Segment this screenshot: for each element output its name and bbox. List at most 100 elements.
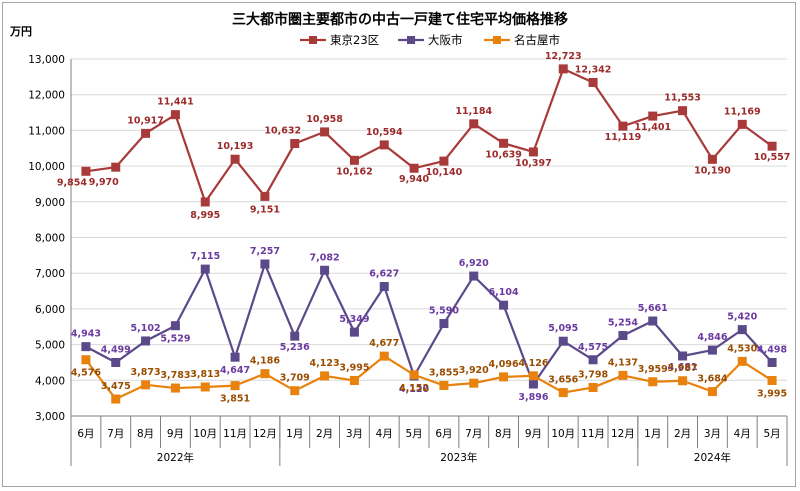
data-point-tokyo [737,119,747,129]
x-tick-label: 8月 [495,428,512,440]
data-point-tokyo [707,154,717,164]
y-tick-label: 3,000 [35,411,65,423]
data-point-tokyo [618,121,628,131]
data-point-osaka [558,336,568,346]
series-osaka [81,259,777,389]
legend-marker-osaka [407,36,415,44]
data-label-nagoya: 4,576 [71,368,101,379]
data-label-tokyo: 10,190 [694,165,731,176]
data-label-osaka: 6,920 [459,258,489,269]
data-point-osaka [678,351,688,361]
data-point-nagoya [737,356,747,366]
data-point-tokyo [528,147,538,157]
y-tick-label: 5,000 [35,340,65,352]
legend-marker-tokyo [309,36,317,44]
data-label-osaka: 4,120 [399,384,429,395]
data-label-nagoya: 4,137 [608,357,638,368]
y-tick-label: 12,000 [28,90,65,102]
data-label-osaka: 5,529 [160,334,190,345]
data-label-tokyo: 11,441 [157,97,194,108]
series-line-osaka [85,262,773,386]
data-point-tokyo [678,106,688,116]
chart-title: 三大都市圏主要都市の中古一戸建て住宅平均価格推移 [232,11,568,28]
x-tick-label: 4月 [734,428,751,440]
data-label-nagoya: 3,709 [280,373,310,384]
data-label-nagoya: 3,783 [160,370,190,381]
year-label: 2024年 [694,451,731,464]
data-label-osaka: 5,661 [638,303,668,314]
data-point-nagoya [170,383,180,393]
data-label-tokyo: 9,854 [57,177,87,188]
data-point-tokyo [499,138,509,148]
data-label-tokyo: 11,169 [724,106,761,117]
gridlines [71,58,787,417]
data-point-nagoya [200,382,210,392]
data-label-nagoya: 3,855 [429,367,459,378]
data-label-tokyo: 8,995 [190,210,220,221]
data-point-osaka [200,264,210,274]
data-label-tokyo: 10,162 [336,166,373,177]
data-label-osaka: 5,349 [339,314,369,325]
data-label-osaka: 7,082 [310,252,340,263]
legend: 東京23区 大阪市 名古屋市 [300,33,560,47]
data-label-tokyo: 11,184 [455,106,492,117]
x-tick-label: 6月 [435,428,452,440]
data-label-tokyo: 12,723 [545,51,582,62]
data-point-tokyo [230,154,240,164]
y-tick-label: 9,000 [35,197,65,209]
x-tick-label: 5月 [763,428,780,440]
data-point-tokyo [320,127,330,137]
data-label-nagoya: 3,920 [459,365,489,376]
data-point-nagoya [111,394,121,404]
y-tick-label: 8,000 [35,233,65,245]
data-label-osaka: 5,590 [429,306,459,317]
data-point-nagoya [409,370,419,380]
x-tick-label: 1月 [644,428,661,440]
data-point-nagoya [81,355,91,365]
x-tick-label: 7月 [465,428,482,440]
data-label-nagoya: 4,123 [310,358,340,369]
data-point-nagoya [558,388,568,398]
data-label-nagoya: 3,873 [131,367,161,378]
series-tokyo [81,64,777,207]
data-point-osaka [707,345,717,355]
data-point-nagoya [379,351,389,361]
data-label-osaka: 4,498 [757,345,787,356]
data-point-tokyo [648,111,658,121]
data-label-osaka: 7,257 [250,246,280,257]
y-tick-label: 7,000 [35,268,65,280]
data-point-osaka [260,259,270,269]
data-point-nagoya [439,380,449,390]
data-label-nagoya: 4,126 [518,358,548,369]
data-point-osaka [81,342,91,352]
data-point-osaka [767,358,777,368]
data-point-osaka [648,316,658,326]
x-tick-label: 9月 [525,428,542,440]
data-label-osaka: 7,115 [190,251,220,262]
data-point-tokyo [379,140,389,150]
x-tick-label: 9月 [167,428,184,440]
data-label-nagoya: 4,152 [399,383,429,394]
legend-entry-osaka: 大阪市 [428,33,463,47]
data-point-osaka [528,379,538,389]
series-line-tokyo [85,67,773,204]
data-label-nagoya: 3,995 [757,388,787,399]
data-point-nagoya [618,370,628,380]
data-label-tokyo: 10,917 [127,115,164,126]
data-label-tokyo: 10,557 [754,152,791,163]
data-point-tokyo [290,139,300,149]
data-label-tokyo: 9,151 [250,204,280,215]
data-point-nagoya [320,371,330,381]
data-point-tokyo [200,197,210,207]
data-point-osaka [349,327,359,337]
data-label-tokyo: 12,342 [575,64,612,75]
data-point-osaka [469,271,479,281]
data-point-tokyo [170,110,180,120]
data-label-tokyo: 11,401 [634,122,671,133]
data-label-nagoya: 4,677 [369,338,399,349]
x-tick-label: 10月 [551,428,575,440]
data-point-tokyo [141,128,151,138]
x-tick-label: 11月 [223,428,247,440]
y-tick-label: 13,000 [28,54,65,66]
